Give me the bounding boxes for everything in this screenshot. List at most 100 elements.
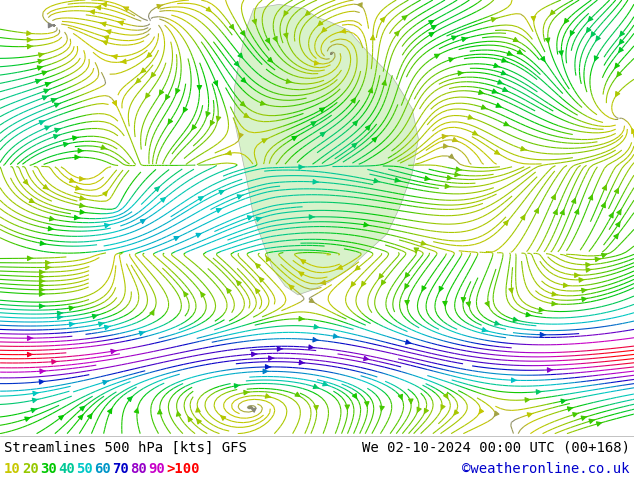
- FancyArrowPatch shape: [39, 274, 45, 279]
- FancyArrowPatch shape: [466, 302, 470, 307]
- FancyArrowPatch shape: [509, 288, 513, 293]
- FancyArrowPatch shape: [309, 215, 314, 219]
- FancyArrowPatch shape: [591, 32, 595, 37]
- FancyArrowPatch shape: [323, 382, 329, 386]
- FancyArrowPatch shape: [594, 56, 598, 61]
- FancyArrowPatch shape: [74, 216, 80, 220]
- FancyArrowPatch shape: [320, 280, 326, 285]
- FancyArrowPatch shape: [25, 417, 31, 421]
- FancyArrowPatch shape: [136, 78, 141, 83]
- FancyArrowPatch shape: [176, 411, 181, 416]
- FancyArrowPatch shape: [559, 51, 563, 55]
- FancyArrowPatch shape: [552, 292, 558, 296]
- FancyArrowPatch shape: [259, 277, 264, 282]
- FancyArrowPatch shape: [444, 393, 448, 398]
- FancyArrowPatch shape: [78, 415, 83, 420]
- FancyArrowPatch shape: [472, 131, 477, 135]
- FancyArrowPatch shape: [210, 121, 214, 125]
- FancyArrowPatch shape: [619, 39, 624, 44]
- FancyArrowPatch shape: [333, 334, 339, 338]
- FancyArrowPatch shape: [597, 422, 602, 426]
- FancyArrowPatch shape: [574, 209, 579, 214]
- FancyArrowPatch shape: [44, 89, 50, 93]
- FancyArrowPatch shape: [112, 54, 117, 59]
- FancyArrowPatch shape: [52, 360, 57, 364]
- FancyArrowPatch shape: [501, 58, 508, 62]
- FancyArrowPatch shape: [48, 24, 54, 28]
- FancyArrowPatch shape: [49, 217, 55, 221]
- FancyArrowPatch shape: [503, 87, 508, 92]
- FancyArrowPatch shape: [101, 2, 107, 7]
- FancyArrowPatch shape: [586, 263, 592, 267]
- FancyArrowPatch shape: [63, 142, 69, 147]
- FancyArrowPatch shape: [112, 100, 117, 105]
- FancyArrowPatch shape: [541, 56, 545, 61]
- FancyArrowPatch shape: [58, 315, 63, 319]
- FancyArrowPatch shape: [31, 408, 37, 413]
- FancyArrowPatch shape: [601, 203, 605, 208]
- FancyArrowPatch shape: [75, 186, 81, 190]
- FancyArrowPatch shape: [46, 265, 51, 270]
- FancyArrowPatch shape: [120, 59, 126, 64]
- FancyArrowPatch shape: [261, 101, 266, 105]
- FancyArrowPatch shape: [40, 369, 46, 373]
- FancyArrowPatch shape: [513, 317, 519, 321]
- FancyArrowPatch shape: [495, 321, 501, 325]
- FancyArrowPatch shape: [395, 178, 401, 182]
- FancyArrowPatch shape: [277, 347, 283, 351]
- FancyArrowPatch shape: [103, 191, 107, 196]
- FancyArrowPatch shape: [547, 368, 553, 372]
- FancyArrowPatch shape: [57, 311, 63, 316]
- FancyArrowPatch shape: [550, 10, 555, 15]
- FancyArrowPatch shape: [620, 31, 624, 36]
- FancyArrowPatch shape: [197, 419, 202, 424]
- FancyArrowPatch shape: [579, 278, 585, 282]
- FancyArrowPatch shape: [29, 198, 34, 202]
- FancyArrowPatch shape: [39, 288, 45, 292]
- FancyArrowPatch shape: [250, 408, 256, 412]
- FancyArrowPatch shape: [196, 233, 201, 237]
- FancyArrowPatch shape: [552, 195, 555, 199]
- FancyArrowPatch shape: [165, 95, 170, 99]
- FancyArrowPatch shape: [320, 108, 325, 112]
- FancyArrowPatch shape: [517, 50, 522, 54]
- Polygon shape: [235, 4, 418, 295]
- FancyArrowPatch shape: [240, 101, 245, 106]
- FancyArrowPatch shape: [299, 317, 304, 321]
- FancyArrowPatch shape: [462, 37, 468, 42]
- FancyArrowPatch shape: [150, 310, 154, 315]
- FancyArrowPatch shape: [582, 297, 588, 301]
- FancyArrowPatch shape: [429, 21, 434, 24]
- FancyArrowPatch shape: [422, 286, 426, 291]
- Text: ©weatheronline.co.uk: ©weatheronline.co.uk: [462, 463, 630, 476]
- FancyArrowPatch shape: [588, 17, 593, 21]
- FancyArrowPatch shape: [320, 132, 325, 137]
- FancyArrowPatch shape: [405, 284, 409, 289]
- FancyArrowPatch shape: [48, 226, 54, 231]
- FancyArrowPatch shape: [364, 222, 370, 227]
- FancyArrowPatch shape: [101, 41, 108, 45]
- FancyArrowPatch shape: [230, 24, 234, 29]
- FancyArrowPatch shape: [244, 113, 249, 117]
- FancyArrowPatch shape: [614, 189, 618, 194]
- FancyArrowPatch shape: [398, 394, 403, 399]
- FancyArrowPatch shape: [495, 411, 499, 416]
- FancyArrowPatch shape: [382, 80, 386, 85]
- FancyArrowPatch shape: [561, 399, 567, 403]
- FancyArrowPatch shape: [492, 89, 498, 93]
- FancyArrowPatch shape: [160, 197, 165, 202]
- FancyArrowPatch shape: [147, 52, 152, 57]
- FancyArrowPatch shape: [553, 210, 557, 215]
- FancyArrowPatch shape: [184, 292, 188, 297]
- FancyArrowPatch shape: [37, 66, 43, 70]
- FancyArrowPatch shape: [266, 38, 269, 43]
- FancyArrowPatch shape: [442, 134, 448, 139]
- FancyArrowPatch shape: [237, 195, 243, 199]
- FancyArrowPatch shape: [256, 217, 262, 221]
- FancyArrowPatch shape: [39, 279, 45, 283]
- FancyArrowPatch shape: [188, 417, 192, 422]
- FancyArrowPatch shape: [313, 384, 320, 389]
- FancyArrowPatch shape: [560, 210, 564, 215]
- FancyArrowPatch shape: [424, 409, 429, 414]
- FancyArrowPatch shape: [458, 71, 463, 75]
